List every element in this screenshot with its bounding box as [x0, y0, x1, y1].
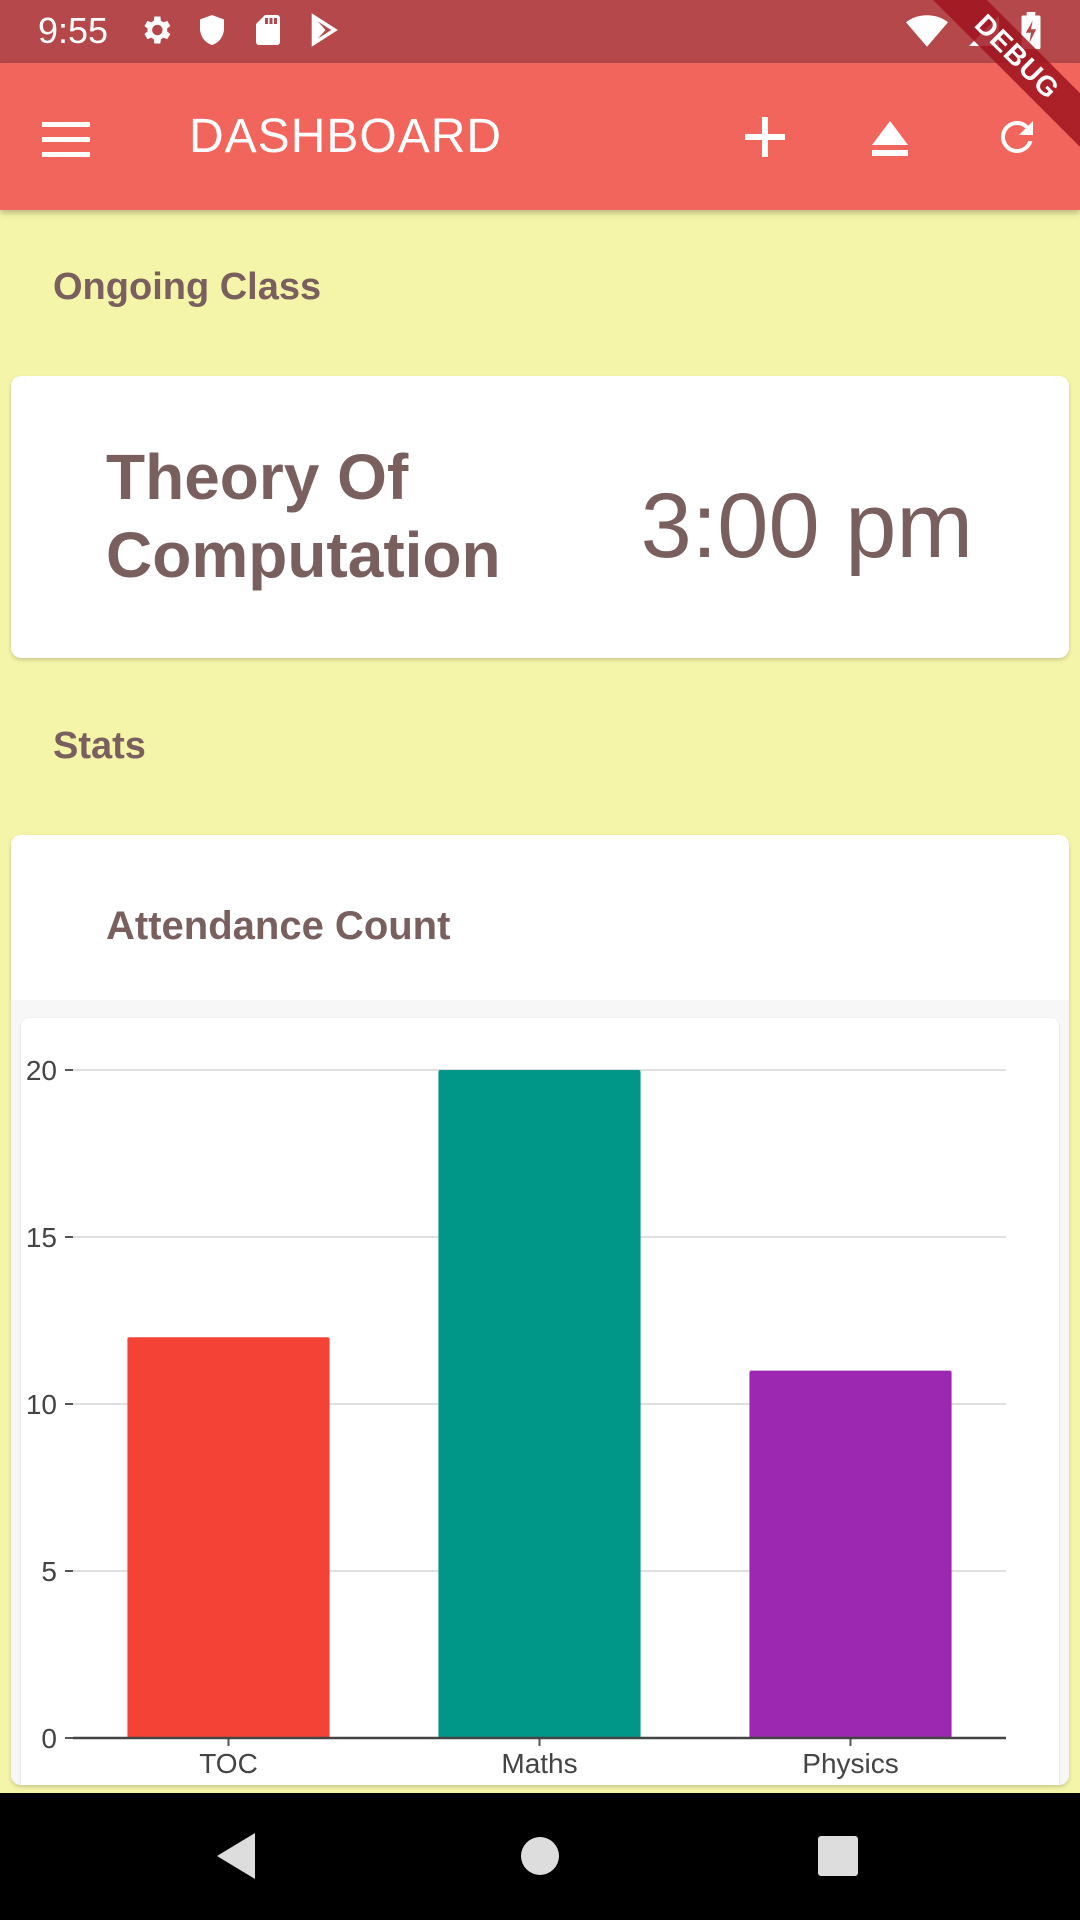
- refresh-button[interactable]: [979, 99, 1055, 175]
- home-button[interactable]: [505, 1821, 575, 1891]
- x-tick-label: TOC: [199, 1748, 258, 1779]
- class-name: Theory Of Computation: [106, 441, 501, 591]
- refresh-icon: [1000, 120, 1033, 153]
- recents-button[interactable]: [803, 1821, 873, 1891]
- page-title: DASHBOARD: [189, 110, 503, 163]
- battery-icon: [1020, 12, 1042, 50]
- signal-icon: [966, 13, 1002, 49]
- eject-button[interactable]: [852, 99, 928, 175]
- eject-icon: [872, 121, 908, 156]
- bar-toc[interactable]: [127, 1337, 330, 1738]
- back-button[interactable]: [203, 1821, 273, 1891]
- stats-card-header: Attendance Count: [11, 835, 1069, 1000]
- settings-icon: [138, 12, 174, 48]
- wifi-icon: [906, 13, 948, 49]
- bar-maths[interactable]: [438, 1070, 641, 1738]
- y-tick-label: 10: [26, 1389, 57, 1420]
- recents-icon: [818, 1836, 858, 1876]
- y-tick-label: 20: [26, 1055, 57, 1086]
- back-icon: [217, 1833, 255, 1879]
- status-time: 9:55: [38, 10, 109, 51]
- y-tick-label: 0: [41, 1723, 57, 1754]
- home-icon: [521, 1837, 559, 1875]
- hamburger-menu-icon: [42, 122, 90, 157]
- class-time: 3:00 pm: [640, 475, 973, 577]
- stats-section-title: Stats: [53, 725, 146, 767]
- attendance-chart-title: Attendance Count: [106, 904, 451, 948]
- y-tick-label: 15: [26, 1222, 57, 1253]
- chart-panel: 0 5 10 15 20 TOC Maths Physics: [21, 1018, 1059, 1785]
- app-bar: DASHBOARD: [0, 63, 1080, 210]
- ongoing-section-title: Ongoing Class: [53, 266, 322, 308]
- ongoing-class-card[interactable]: Theory Of Computation 3:00 pm: [11, 376, 1069, 658]
- x-tick-label: Maths: [501, 1748, 577, 1779]
- navigation-bar: [0, 1793, 1080, 1920]
- add-button[interactable]: [727, 99, 803, 175]
- status-bar: 9:55: [0, 0, 1080, 63]
- menu-button[interactable]: [40, 107, 106, 167]
- play-store-icon: [306, 12, 342, 48]
- x-tick-label: Physics: [802, 1748, 898, 1779]
- chart-area: 0 5 10 15 20 TOC Maths Physics: [11, 1000, 1069, 1785]
- stats-card: Attendance Count 0 5 10 15 20 TOC Maths Physics: [11, 835, 1069, 1785]
- sd-card-icon: [250, 12, 286, 48]
- add-icon: [745, 117, 785, 157]
- y-tick-label: 5: [41, 1556, 57, 1587]
- attendance-bar-chart: 0 5 10 15 20 TOC Maths Physics: [26, 1055, 1006, 1779]
- bar-physics[interactable]: [749, 1370, 952, 1738]
- shield-icon: [194, 12, 230, 48]
